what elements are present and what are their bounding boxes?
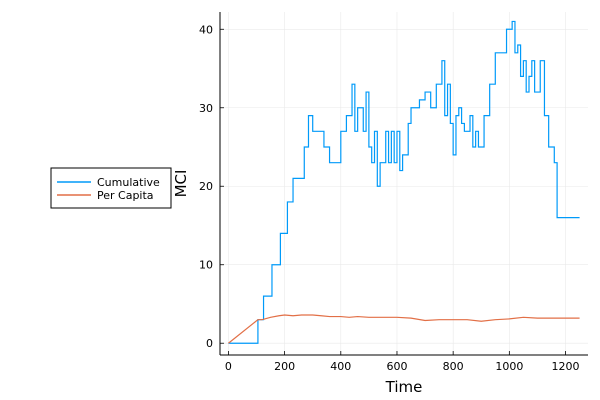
legend-box [50,167,172,209]
y-axis-title: MCI [172,170,190,198]
x-tick-label: 400 [330,360,351,373]
x-tick-label: 200 [274,360,295,373]
series-line-per-capita [228,314,580,344]
y-tick-label: 0 [206,337,213,350]
x-tick-label: 0 [225,360,232,373]
y-tick-label: 40 [199,23,213,36]
grid [220,12,588,355]
legend-label-cumulative: Cumulative [97,176,160,189]
legend-label-per-capita: Per Capita [97,189,154,202]
x-tick-label: 1000 [495,360,523,373]
y-tick-label: 20 [199,180,213,193]
x-tick-label: 600 [386,360,407,373]
tick-labels: 0 200 400 600 800 1000 1200 0 10 20 30 40 [199,23,580,373]
y-tick-label: 30 [199,102,213,115]
x-tick-label: 800 [443,360,464,373]
x-axis-title: Time [385,378,423,396]
series-layer [228,20,580,344]
series-line-cumulative [228,20,580,344]
y-tick-label: 10 [199,259,213,272]
x-tick-label: 1200 [552,360,580,373]
axes [219,12,588,356]
